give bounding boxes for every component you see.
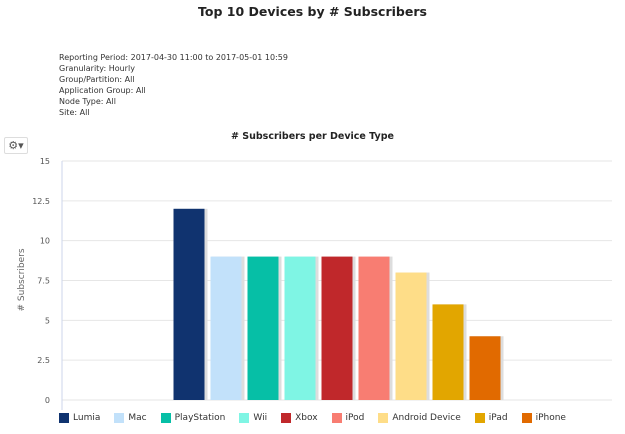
legend-swatch xyxy=(114,413,125,423)
legend-label: iPhone xyxy=(535,413,566,423)
node-type: Node Type: All xyxy=(59,97,116,106)
report-parameters: Reporting Period: 2017-04-30 11:00 to 20… xyxy=(59,52,288,118)
application-group: Application Group: All xyxy=(59,86,146,95)
legend-label: PlayStation xyxy=(174,413,226,423)
bar-playstation[interactable] xyxy=(247,256,279,400)
y-tick-label: 15 xyxy=(40,157,50,166)
chart-title: # Subscribers per Device Type xyxy=(231,131,394,142)
bar-xbox[interactable] xyxy=(321,256,353,400)
granularity: Granularity: Hourly xyxy=(59,64,135,73)
legend-swatch xyxy=(239,413,250,423)
legend-label: Wii xyxy=(253,413,268,423)
legend-label: Mac xyxy=(128,413,147,423)
legend-swatch xyxy=(59,413,70,423)
legend-item[interactable]: iPod xyxy=(331,413,365,423)
legend-item[interactable]: Xbox xyxy=(281,413,318,423)
y-tick-label: 10 xyxy=(40,237,50,246)
legend-item[interactable]: Wii xyxy=(239,413,267,423)
bar-lumia[interactable] xyxy=(173,208,205,400)
y-tick-label: 12.5 xyxy=(32,197,50,206)
group-partition: Group/Partition: All xyxy=(59,75,135,84)
bar-iphone[interactable] xyxy=(469,336,501,400)
bar-wii[interactable] xyxy=(284,256,316,400)
legend-swatch xyxy=(281,413,292,423)
legend-label: Lumia xyxy=(73,413,101,423)
bar-mac[interactable] xyxy=(210,256,242,400)
bar-android-device[interactable] xyxy=(395,272,427,400)
legend-item[interactable]: Android Device xyxy=(378,413,461,423)
reporting-period: Reporting Period: 2017-04-30 11:00 to 20… xyxy=(59,53,288,62)
legend-label: Android Device xyxy=(392,413,461,423)
y-axis-label: # Subscribers xyxy=(17,248,27,311)
legend-item[interactable]: PlayStation xyxy=(160,413,226,423)
legend: Lumia Mac PlayStation Wii Xbox iPod Android De… xyxy=(0,413,625,423)
legend-swatch xyxy=(474,413,485,423)
legend-swatch xyxy=(160,413,171,423)
legend-label: iPod xyxy=(345,413,365,423)
legend-label: iPad xyxy=(488,413,508,423)
y-tick-label: 7.5 xyxy=(37,277,50,286)
legend-label: Xbox xyxy=(295,413,318,423)
legend-swatch xyxy=(521,413,532,423)
settings-dropdown-button[interactable]: ⚙▾ xyxy=(4,137,28,154)
y-tick-label: 2.5 xyxy=(37,356,50,365)
legend-item[interactable]: iPhone xyxy=(521,413,566,423)
legend-swatch xyxy=(331,413,342,423)
site: Site: All xyxy=(59,108,90,117)
y-tick-label: 0 xyxy=(45,396,50,405)
bar-ipad[interactable] xyxy=(432,304,464,400)
legend-item[interactable]: Lumia xyxy=(59,413,100,423)
report-title: Top 10 Devices by # Subscribers xyxy=(198,4,427,19)
legend-item[interactable]: iPad xyxy=(474,413,508,423)
legend-swatch xyxy=(378,413,389,423)
y-tick-label: 5 xyxy=(45,316,50,325)
bar-ipod[interactable] xyxy=(358,256,390,400)
gear-icon: ⚙▾ xyxy=(8,139,24,152)
legend-item[interactable]: Mac xyxy=(114,413,147,423)
